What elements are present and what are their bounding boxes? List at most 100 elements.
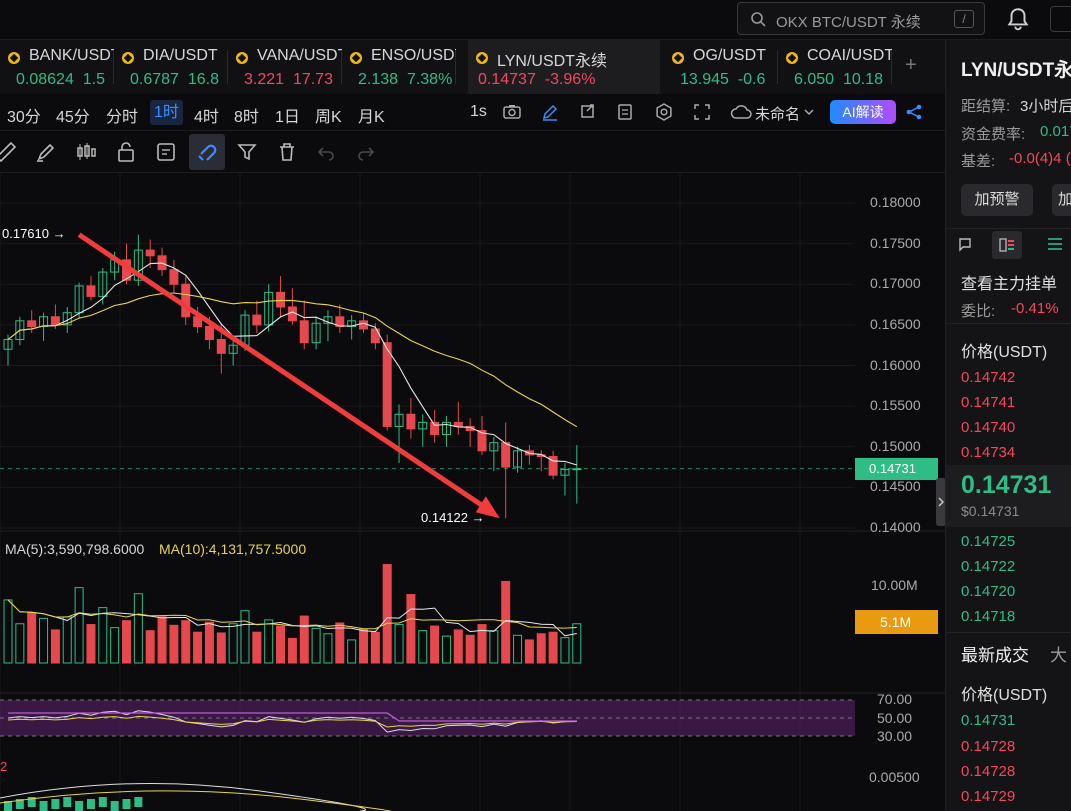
magnet-toggle[interactable] <box>189 134 225 170</box>
interval-month[interactable]: 月K <box>358 109 385 126</box>
candle-body <box>513 450 523 468</box>
trades-title[interactable]: 最新成交 <box>961 646 1029 665</box>
tab-lyn-active[interactable]: LYN/USDT永续 0.14737 -3.96% <box>468 40 660 94</box>
candle-body <box>181 283 191 318</box>
tab-coai[interactable]: COAI/USDT 6.050 10.18 <box>778 40 892 94</box>
chevron-down-icon[interactable] <box>802 105 816 119</box>
tab-og[interactable]: OG/USDT 13.945 -0.6 <box>664 40 778 94</box>
interval-1d[interactable]: 1日 <box>275 109 300 126</box>
coin-icon <box>8 52 20 64</box>
settle-label: 距结算: <box>961 98 1011 115</box>
magnet-icon <box>198 144 217 161</box>
price-tick-label: 0.14000 <box>870 519 921 535</box>
tab-price: 6.050 10.18 <box>794 71 883 88</box>
volume-bar <box>382 564 392 664</box>
chart-area[interactable]: 0.18000 0.17500 0.17000 0.16500 0.16000 0.155… <box>0 173 946 811</box>
rsi-panel <box>0 699 855 737</box>
price-tick-label: 0.17000 <box>870 275 921 292</box>
seconds-toggle[interactable]: 1s <box>470 103 487 120</box>
interval-1h[interactable]: 1时 <box>150 100 183 125</box>
volume-bar <box>74 587 84 664</box>
panel-collapse-handle[interactable] <box>936 478 946 526</box>
candle-body <box>441 421 451 436</box>
market-tabs: BANK/USDT 0.08624 1.5 DIA/USDT 0.6787 16.8… <box>0 40 945 94</box>
candle-body <box>394 413 404 427</box>
share-icon[interactable] <box>904 102 924 122</box>
candle-body <box>204 326 214 340</box>
bid-price[interactable]: 0.14718 <box>961 608 1016 625</box>
volume-ma10-legend: MA(10):4,131,757.5000 <box>159 541 307 557</box>
volume-bar <box>536 633 546 664</box>
tab-enso[interactable]: ENSO/USDT 2.138 7.38% <box>342 40 456 94</box>
filter-icon[interactable] <box>235 140 259 164</box>
ask-price[interactable]: 0.14742 <box>961 369 1016 386</box>
camera-icon[interactable] <box>502 102 522 122</box>
tab-vana[interactable]: VANA/USDT 3.221 17.73 <box>228 40 342 94</box>
ask-price[interactable]: 0.14734 <box>961 444 1016 461</box>
interval-week[interactable]: 周K <box>315 109 342 126</box>
export-icon[interactable] <box>578 102 598 122</box>
lock-icon[interactable] <box>114 140 138 164</box>
bid-price[interactable]: 0.14722 <box>961 558 1016 575</box>
ai-analysis-button[interactable]: AI解读 <box>830 100 896 124</box>
candle-body <box>145 249 155 257</box>
volume-axis-label: 10.00M <box>871 577 918 593</box>
candle-body <box>572 468 582 471</box>
volume-bar <box>560 637 570 664</box>
candlestick-chart[interactable] <box>0 173 945 811</box>
redo-icon[interactable] <box>354 140 378 164</box>
coin-icon <box>236 52 248 64</box>
trades-tab-large[interactable]: 大 <box>1050 646 1067 665</box>
funding-value: 0.017 <box>1040 123 1071 140</box>
chevron-right-icon <box>938 497 944 507</box>
volume-bar <box>39 617 49 664</box>
account-button[interactable] <box>1050 6 1071 32</box>
tab-dia[interactable]: DIA/USDT 0.6787 16.8 <box>114 40 228 94</box>
bid-price[interactable]: 0.14725 <box>961 533 1016 550</box>
fullscreen-icon[interactable] <box>692 102 712 122</box>
interval-30m[interactable]: 30分 <box>7 109 41 126</box>
orderbook-mode-active[interactable] <box>992 231 1022 259</box>
trash-icon[interactable] <box>275 140 299 164</box>
add-alert-button[interactable]: 加预警 <box>961 184 1033 216</box>
volume-bar <box>169 624 179 664</box>
notes-icon[interactable] <box>615 102 635 122</box>
volume-bar <box>418 630 428 664</box>
pen-icon[interactable] <box>540 102 560 122</box>
candle-body <box>62 312 72 326</box>
candlestick-icon[interactable] <box>74 140 98 164</box>
interval-45m[interactable]: 45分 <box>56 109 90 126</box>
ask-price[interactable]: 0.14740 <box>961 419 1016 436</box>
settings-gear-icon[interactable] <box>654 102 674 122</box>
add-tab-button[interactable]: + <box>905 54 917 76</box>
volume-bar <box>110 627 120 664</box>
search-input[interactable]: OKX BTC/USDT 永续 / <box>737 2 985 35</box>
brush-icon[interactable] <box>34 140 58 164</box>
volume-bar <box>62 616 72 664</box>
tab-bank[interactable]: BANK/USDT 0.08624 1.5 <box>0 40 114 94</box>
interval-8h[interactable]: 8时 <box>234 109 259 126</box>
macd-bar <box>75 801 84 811</box>
bid-price[interactable]: 0.14720 <box>961 583 1016 600</box>
candle-body <box>264 291 274 326</box>
trades-price-header: 价格(USDT) <box>961 687 1048 704</box>
layout-name-dropdown[interactable]: 未命名 <box>755 106 801 123</box>
interval-4h[interactable]: 4时 <box>194 109 219 126</box>
ruler-icon[interactable] <box>0 140 18 164</box>
macd-axis-label: 0.00500 <box>869 769 920 785</box>
undo-icon[interactable] <box>314 140 338 164</box>
ask-price[interactable]: 0.14741 <box>961 394 1016 411</box>
volume-bar <box>287 637 297 664</box>
orderbook-both-icon[interactable] <box>956 235 974 253</box>
volume-bar <box>311 627 321 664</box>
trade-price: 0.14728 <box>961 763 1016 780</box>
volume-bar <box>193 631 203 664</box>
template-icon[interactable] <box>154 140 178 164</box>
list-icon[interactable] <box>1046 235 1064 253</box>
orderbook-link[interactable]: 查看主力挂单 <box>961 276 1058 293</box>
add-button[interactable]: 加 <box>1052 184 1071 216</box>
volume-bar <box>181 620 191 664</box>
interval-timeshare[interactable]: 分时 <box>106 109 139 126</box>
volume-bar <box>3 599 13 664</box>
bell-icon[interactable] <box>1005 6 1031 32</box>
